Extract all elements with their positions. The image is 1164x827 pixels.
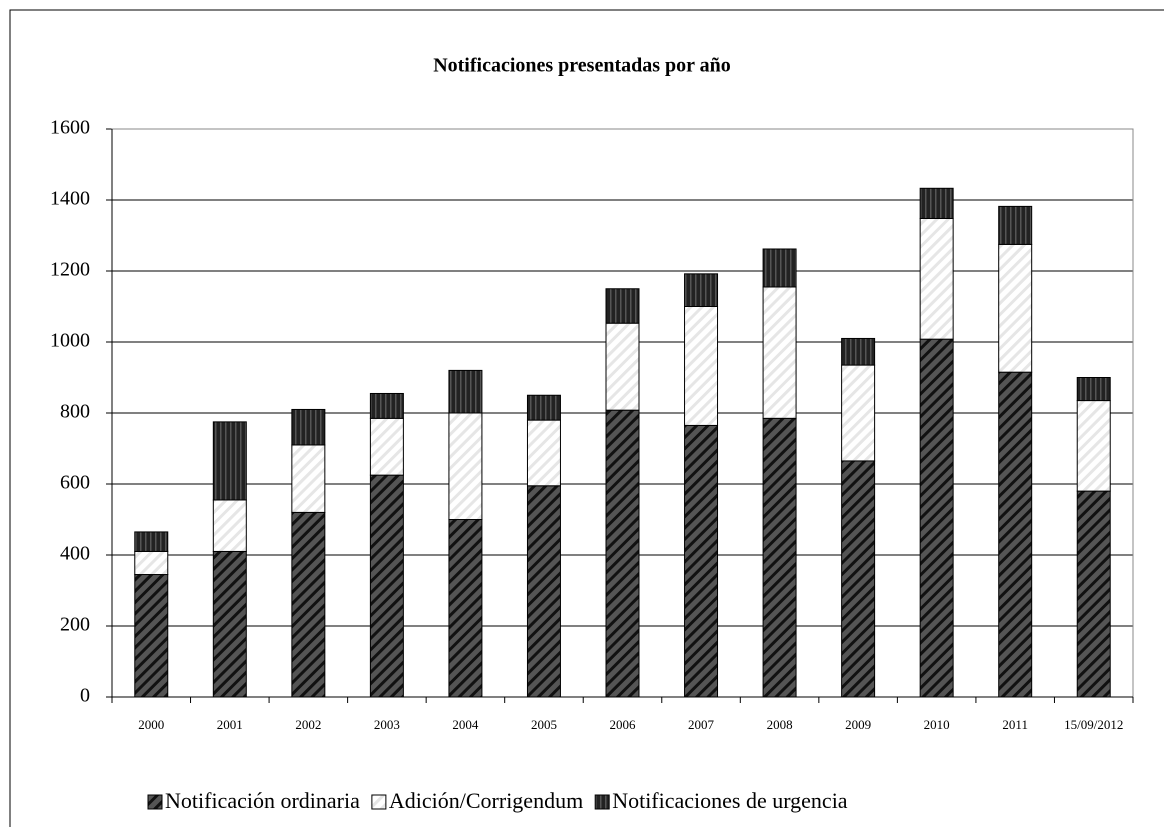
bar-segment — [841, 460, 876, 698]
bar-segment — [919, 217, 954, 340]
bar-segment — [762, 417, 797, 698]
bar-segment — [998, 205, 1033, 245]
bar-segment — [762, 248, 797, 288]
bar-segment — [369, 417, 404, 476]
x-tick-label: 15/09/2012 — [1064, 717, 1123, 732]
legend-label: Notificaciones de urgencia — [612, 788, 848, 813]
x-tick-label: 2002 — [295, 717, 321, 732]
bar-segment — [526, 485, 561, 698]
x-tick-label: 2000 — [138, 717, 164, 732]
chart-title: Notificaciones presentadas por año — [433, 55, 731, 77]
x-tick-label: 2005 — [531, 717, 557, 732]
bar-segment — [448, 369, 483, 414]
bar-segment — [291, 408, 326, 446]
bar-segment — [919, 338, 954, 698]
chart-frame — [9, 9, 1164, 827]
bar-segment — [1076, 490, 1111, 698]
legend-swatch — [147, 794, 163, 810]
bar-segment — [291, 444, 326, 513]
bar-segment — [212, 550, 247, 698]
bar-segment — [998, 371, 1033, 698]
bar-segment — [448, 412, 483, 520]
y-tick-label: 400 — [60, 543, 90, 565]
bar-segment — [605, 322, 640, 411]
bar-segment — [998, 243, 1033, 373]
bar-segment — [919, 187, 954, 219]
bar-segment — [841, 364, 876, 462]
bar-segment — [1076, 400, 1111, 492]
bar-segment — [134, 574, 169, 698]
legend-label: Notificación ordinaria — [165, 788, 360, 813]
bar-segment — [684, 306, 719, 426]
x-tick-label: 2001 — [217, 717, 243, 732]
y-tick-label: 1400 — [50, 188, 90, 210]
x-tick-label: 2009 — [845, 717, 871, 732]
bar-segment — [448, 519, 483, 698]
bar-segment — [369, 474, 404, 698]
x-tick-label: 2010 — [924, 717, 950, 732]
y-tick-label: 1000 — [50, 330, 90, 352]
bar-segment — [1076, 377, 1111, 402]
y-tick-label: 1200 — [50, 259, 90, 281]
y-tick-label: 200 — [60, 614, 90, 636]
x-tick-label: 2007 — [688, 717, 715, 732]
x-tick-label: 2004 — [452, 717, 479, 732]
bar-segment — [605, 409, 640, 698]
y-tick-label: 0 — [80, 685, 90, 707]
bar-segment — [134, 550, 169, 576]
bar-segment — [134, 531, 169, 552]
legend-label: Adición/Corrigendum — [389, 788, 583, 813]
bar-segment — [526, 394, 561, 421]
legend-swatch — [371, 794, 387, 810]
bar-segment — [684, 424, 719, 698]
y-tick-label: 1600 — [50, 117, 90, 139]
legend-swatch — [594, 794, 610, 810]
y-tick-label: 600 — [60, 472, 90, 494]
y-tick-label: 800 — [60, 401, 90, 423]
x-tick-label: 2006 — [610, 717, 637, 732]
bar-segment — [605, 288, 640, 324]
bar-segment — [526, 419, 561, 487]
bar-segment — [684, 273, 719, 307]
x-tick-label: 2003 — [374, 717, 400, 732]
x-tick-label: 2011 — [1002, 717, 1028, 732]
bar-segment — [212, 421, 247, 501]
x-tick-label: 2008 — [767, 717, 793, 732]
bar-segment — [762, 286, 797, 419]
bar-segment — [369, 392, 404, 419]
bar-segment — [212, 499, 247, 552]
bar-segment — [841, 337, 876, 366]
bar-segment — [291, 511, 326, 698]
